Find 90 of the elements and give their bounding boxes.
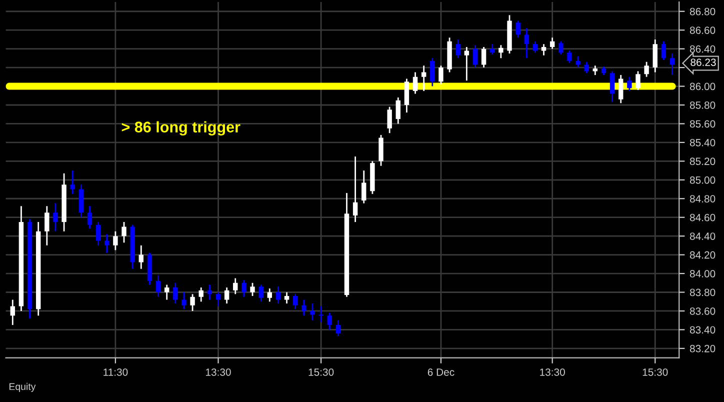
y-tick-label: 86.00 [690,82,716,90]
candlestick [636,70,640,91]
candlestick [113,230,118,251]
ref-line-label: > 86 long trigger [122,121,240,136]
candlestick [122,221,126,244]
candlestick [652,38,658,73]
candlestick [362,170,366,204]
candlestick [250,282,255,297]
candlestick [516,20,520,38]
x-tick-label: 15:30 [642,368,668,376]
candlestick [610,70,615,103]
candlestick [567,50,572,64]
candlestick [276,286,281,304]
y-tick-label: 86.40 [690,45,716,53]
candlestick [216,292,221,307]
y-tick-label: 85.40 [690,138,716,146]
candlestick [550,36,555,50]
candlestick [10,299,15,326]
candlestick [70,170,75,195]
candlestick [438,64,444,86]
y-tick-label: 84.40 [690,232,716,240]
x-tick-label: 13:30 [540,368,565,376]
candlestick [456,38,460,59]
candlestick [661,40,666,61]
candlestick [421,64,426,92]
candlestick [267,288,272,302]
candlestick [156,274,161,298]
y-tick-label: 84.00 [690,270,716,278]
y-tick-label: 83.20 [690,344,716,352]
candlestick [481,46,486,68]
candlestick [404,78,410,114]
text: Equity [9,382,36,392]
candlestick [644,61,649,78]
candlestick [618,74,624,104]
candlestick [670,52,675,76]
y-tick-label: 86.60 [690,26,716,34]
candlestick [396,96,400,124]
candlestick [87,205,92,230]
candlestick [464,46,470,82]
candlestick [224,286,230,304]
x-tick-label: 15:30 [308,368,334,376]
candlestick [173,282,178,304]
candlestick [242,279,246,298]
x-tick-label: 13:30 [206,368,231,376]
y-tick-label: 83.40 [690,326,716,334]
x-tick-label: 11:30 [104,368,128,376]
y-tick-label: 84.20 [690,251,716,259]
candlestick [352,156,358,223]
candlestick [532,40,538,54]
y-tick-label: 84.60 [690,214,716,222]
candlestick [592,64,598,76]
candlestick [627,76,632,92]
candlestick [233,278,238,295]
candlestick [198,286,204,302]
candlestick [96,221,101,246]
candlestick [472,44,478,68]
y-tick-label: 85.60 [690,120,716,128]
candlestick [387,106,392,134]
candlestick [78,184,84,218]
y-tick-label: 85.80 [690,101,716,109]
y-tick-label: 86.80 [690,8,716,16]
candlestick [53,202,58,232]
y-tick-label: 84.80 [690,195,716,202]
candlestick [44,205,50,246]
candlestick [138,244,144,270]
candlestick [524,28,529,59]
candlestick [258,284,264,302]
x-tick-label: 6 Dec [428,368,454,376]
candlestick [318,306,324,323]
candlestick [310,302,315,322]
candlestick [336,320,341,337]
candlestick [498,44,504,59]
y-tick-label: 83.60 [690,307,716,315]
candlestick [190,293,195,312]
candlestick [104,234,110,254]
text: 86.23 [690,58,716,66]
candlestick [182,292,186,310]
candlestick [558,40,564,56]
candlestick [584,61,589,74]
candlestick [292,293,298,310]
candlestick [378,134,384,167]
y-tick-label: 83.80 [690,288,716,296]
y-tick-label: 85.20 [690,158,716,166]
candlestick [412,72,418,94]
candlestick [430,57,435,87]
candlestick [327,312,332,330]
candlestick [164,284,170,300]
candlestick [302,299,306,316]
candlestick [576,56,580,68]
y-tick-label: 85.00 [690,176,716,184]
